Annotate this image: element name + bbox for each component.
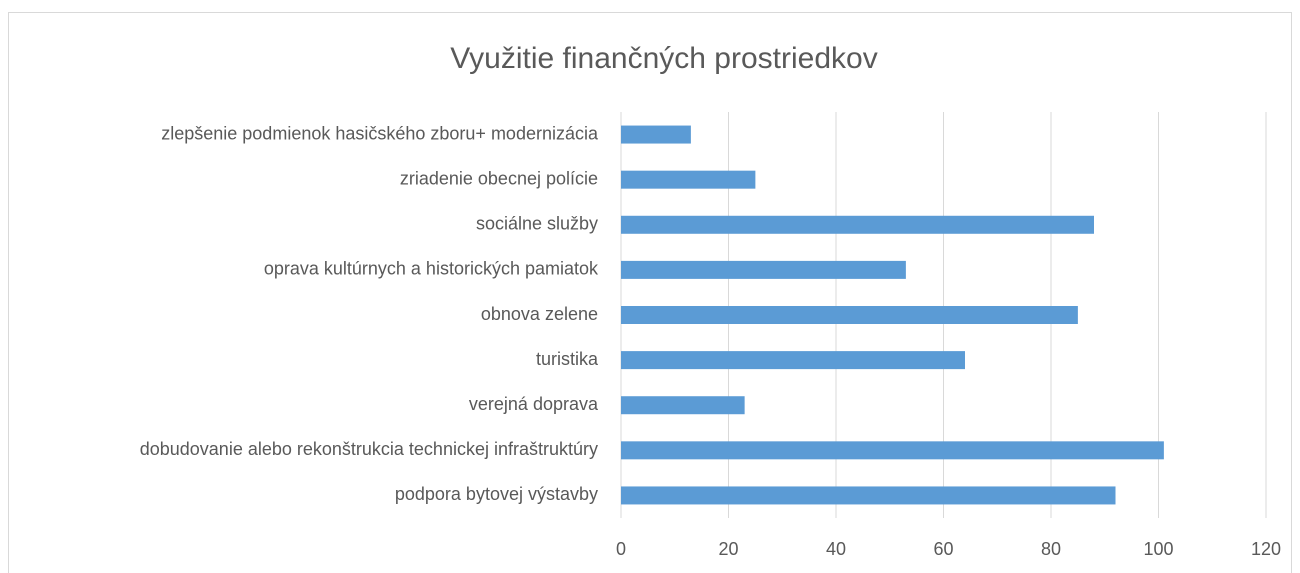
y-tick-label: verejná doprava [469, 394, 599, 414]
y-tick-label: zlepšenie podmienok hasičského zboru+ mo… [161, 123, 599, 143]
x-tick-label: 20 [718, 539, 738, 559]
bar [621, 351, 965, 370]
bar [621, 396, 745, 415]
chart-border [8, 12, 1292, 573]
x-tick-label: 0 [616, 539, 626, 559]
bar [621, 441, 1164, 460]
y-tick-label: sociálne služby [476, 214, 598, 234]
x-tick-label: 120 [1251, 539, 1281, 559]
chart-title: Využitie finančných prostriedkov [450, 42, 877, 75]
y-tick-label: podpora bytovej výstavby [395, 484, 598, 504]
y-tick-label: oprava kultúrnych a historických pamiato… [264, 259, 599, 279]
bar [621, 170, 756, 189]
y-tick-label: obnova zelene [481, 304, 598, 324]
bar [621, 260, 906, 279]
x-tick-label: 40 [826, 539, 846, 559]
x-tick-label: 80 [1041, 539, 1061, 559]
x-tick-label: 100 [1143, 539, 1173, 559]
bar [621, 486, 1116, 505]
bar [621, 125, 691, 144]
y-tick-label: zriadenie obecnej polície [400, 168, 598, 188]
y-tick-label: turistika [536, 349, 599, 369]
y-tick-label: dobudovanie alebo rekonštrukcia technick… [140, 439, 598, 459]
bar [621, 215, 1094, 234]
x-tick-label: 60 [933, 539, 953, 559]
bar [621, 306, 1078, 324]
